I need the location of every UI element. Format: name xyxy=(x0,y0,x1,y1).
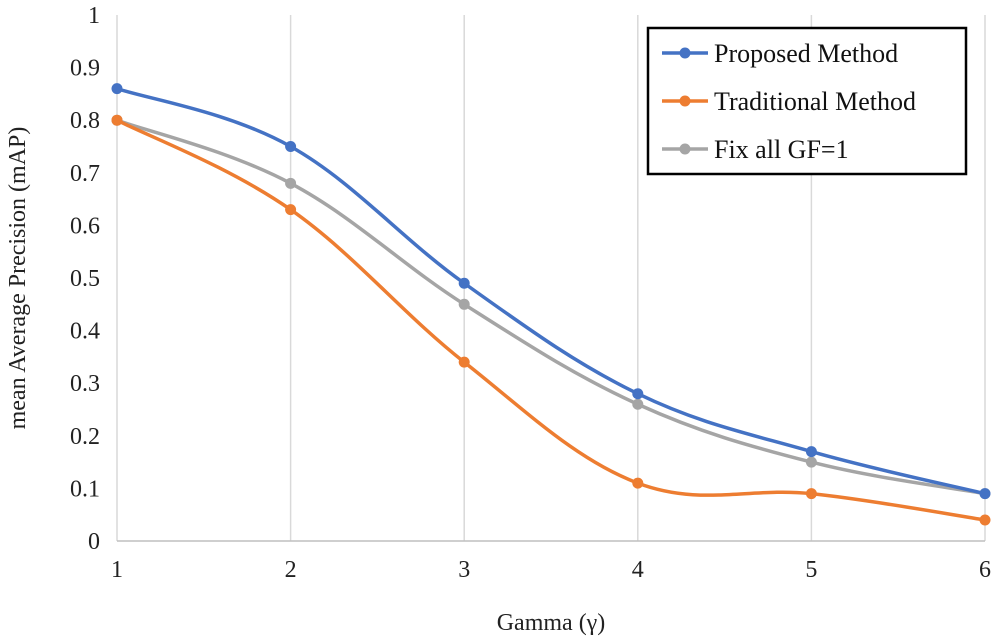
y-tick-labels: 0 0.1 0.2 0.3 0.4 0.5 0.6 0.7 0.8 0.9 1 xyxy=(70,3,100,555)
y-tick-label: 0 xyxy=(88,529,100,555)
x-tick-label: 6 xyxy=(979,557,991,583)
y-axis-title: mean Average Precision (mAP) xyxy=(5,127,31,430)
x-tick-label: 5 xyxy=(805,557,817,583)
data-point xyxy=(458,356,470,368)
series-line xyxy=(115,86,987,496)
legend-swatch-marker xyxy=(679,143,691,155)
legend-item: Traditional Method xyxy=(662,87,916,116)
series-proposed-method xyxy=(111,83,991,500)
series-lines xyxy=(111,83,991,526)
x-tick-labels: 1 2 3 4 5 6 xyxy=(111,557,991,583)
data-point xyxy=(458,277,470,289)
legend-item: Proposed Method xyxy=(662,39,898,68)
x-tick-label: 4 xyxy=(632,557,644,583)
data-point xyxy=(285,204,297,216)
legend-swatch-marker xyxy=(679,95,691,107)
data-point xyxy=(632,388,644,400)
data-point xyxy=(979,514,991,526)
legend-item: Fix all GF=1 xyxy=(662,135,849,164)
x-tick-label: 2 xyxy=(285,557,297,583)
x-tick-label: 3 xyxy=(458,557,470,583)
data-point xyxy=(111,83,123,95)
x-axis-title: Gamma (γ) xyxy=(497,610,606,636)
y-tick-label: 0.9 xyxy=(70,56,100,82)
legend-swatch-marker xyxy=(679,47,691,59)
data-point xyxy=(285,177,297,189)
legend-label: Traditional Method xyxy=(714,87,916,116)
x-tick-label: 1 xyxy=(111,557,123,583)
data-point xyxy=(285,141,297,152)
y-tick-label: 0.7 xyxy=(70,161,100,187)
data-point xyxy=(632,477,644,489)
data-point xyxy=(805,456,817,468)
data-point xyxy=(458,298,470,310)
y-tick-label: 1 xyxy=(88,3,100,29)
series-line xyxy=(115,118,987,522)
legend-label: Proposed Method xyxy=(714,39,898,68)
legend-label: Fix all GF=1 xyxy=(714,135,849,164)
legend: Proposed Method Traditional Method Fix all… xyxy=(646,26,968,176)
data-point xyxy=(979,488,991,500)
data-point xyxy=(632,398,644,410)
y-tick-label: 0.6 xyxy=(70,213,100,239)
data-point xyxy=(111,114,123,126)
data-point xyxy=(805,488,817,500)
y-tick-label: 0.3 xyxy=(70,371,100,397)
y-tick-label: 0.5 xyxy=(70,266,100,292)
y-tick-label: 0.2 xyxy=(70,424,100,450)
data-point xyxy=(805,446,817,458)
series-line xyxy=(115,118,987,496)
series-traditional-method xyxy=(111,114,991,526)
y-tick-label: 0.8 xyxy=(70,108,100,134)
y-tick-label: 0.1 xyxy=(70,476,100,502)
y-tick-label: 0.4 xyxy=(70,319,100,345)
